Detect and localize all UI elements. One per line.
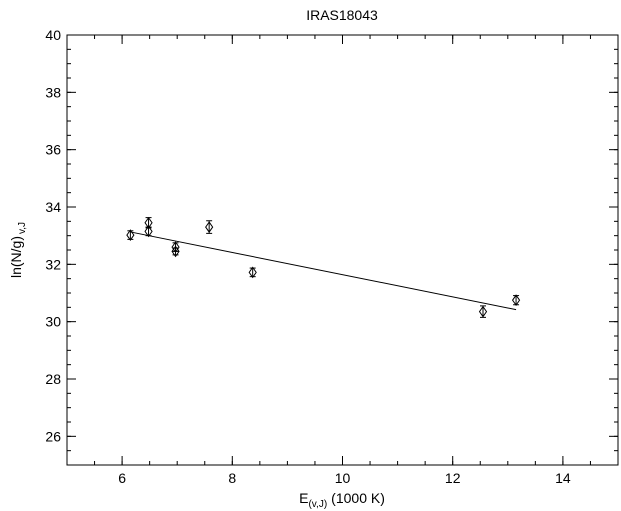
x-axis-label-subscript: (v,J) (308, 499, 327, 510)
x-axis-label-main: E (299, 490, 308, 506)
x-tick-label: 8 (228, 470, 236, 486)
x-axis-label-rest: (1000 K) (331, 490, 385, 506)
diamond-marker (205, 221, 214, 233)
diamond-marker (511, 294, 521, 307)
data-points (126, 216, 521, 318)
y-tick-label: 36 (45, 142, 61, 158)
y-axis-label-main: ln(N/g) (8, 236, 24, 278)
data-point (511, 294, 521, 307)
data-point (126, 229, 135, 241)
diamond-marker (144, 225, 153, 238)
fit-line (130, 231, 517, 311)
y-tick-label: 40 (45, 27, 61, 43)
diamond-marker (171, 245, 180, 258)
diamond-marker (126, 229, 135, 241)
y-tick-label: 32 (45, 256, 61, 272)
plot-frame (66, 34, 619, 466)
y-tick-label: 38 (45, 84, 61, 100)
y-axis-label: ln(N/g) v,J (8, 222, 28, 278)
x-tick-label: 12 (445, 470, 461, 486)
x-tick-label: 14 (555, 470, 571, 486)
data-point (205, 220, 214, 234)
y-tick-labels: 26 28 30 32 34 36 38 40 (45, 27, 61, 444)
data-point (478, 305, 488, 318)
data-point (248, 266, 257, 279)
x-tick-label: 10 (335, 470, 351, 486)
y-tick-label: 30 (45, 314, 61, 330)
axis-ticks (66, 34, 619, 466)
data-point (144, 225, 153, 238)
data-point (171, 245, 180, 258)
chart-title: IRAS18043 (306, 7, 378, 23)
x-axis-label: E(v,J) (1000 K) (299, 490, 385, 510)
x-tick-label: 6 (118, 470, 126, 486)
diamond-marker (248, 266, 257, 279)
y-tick-label: 28 (45, 371, 61, 387)
y-axis-label-subscript: v,J (17, 222, 28, 234)
y-tick-label: 34 (45, 199, 61, 215)
y-tick-label: 26 (45, 428, 61, 444)
diamond-marker (478, 305, 488, 318)
x-tick-labels: 6 8 10 12 14 (118, 470, 571, 486)
